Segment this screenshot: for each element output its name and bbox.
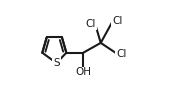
Text: Cl: Cl (86, 19, 96, 29)
Text: OH: OH (75, 67, 91, 77)
Text: S: S (53, 58, 60, 68)
Text: Cl: Cl (116, 49, 127, 59)
Text: Cl: Cl (112, 16, 122, 26)
